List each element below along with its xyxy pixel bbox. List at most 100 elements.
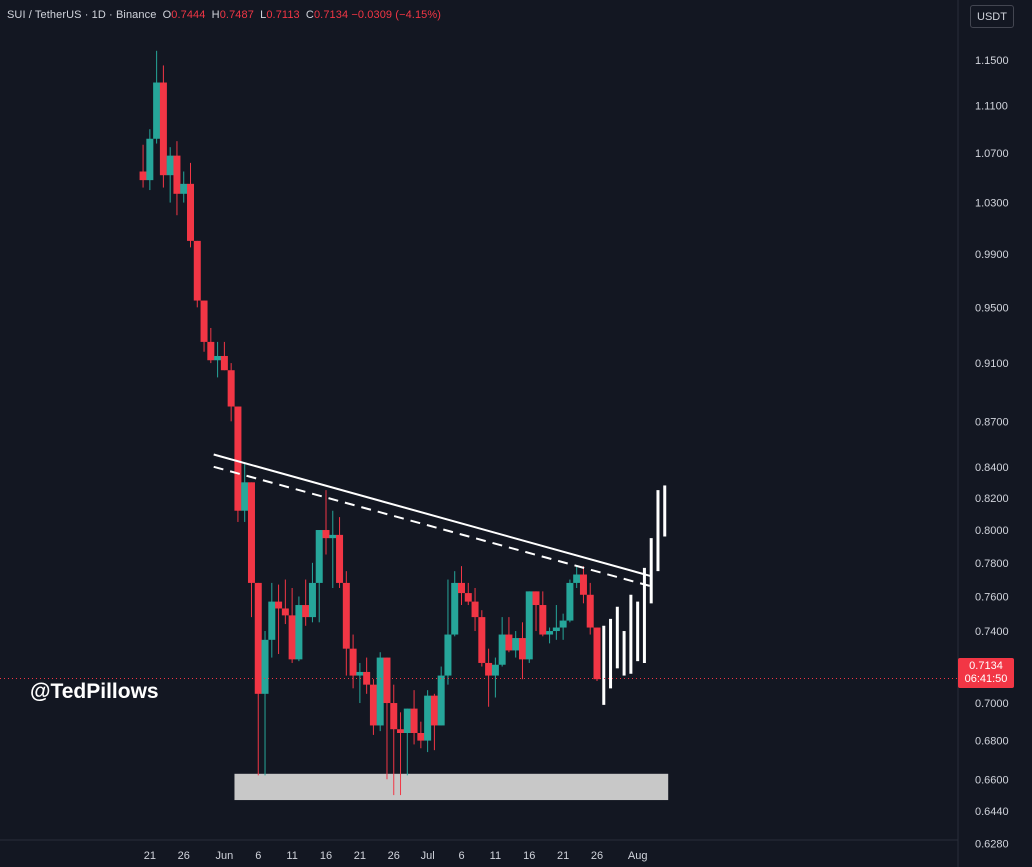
candle-up (498, 634, 506, 665)
candle-down (417, 733, 425, 741)
candle-down (322, 530, 330, 539)
time-tick-label: 26 (388, 850, 400, 862)
candle-down (471, 601, 479, 618)
candle-up (525, 591, 533, 660)
time-tick-label: 21 (354, 850, 366, 862)
candle-down (288, 615, 296, 660)
author-watermark: @TedPillows (30, 680, 159, 703)
time-tick-label: 16 (523, 850, 535, 862)
candle-down (275, 601, 283, 609)
price-tick-label: 0.7800 (975, 558, 1009, 570)
price-tick-label: 0.6600 (975, 774, 1009, 786)
price-tick-label: 0.6440 (975, 806, 1009, 818)
time-tick-label: 6 (458, 850, 464, 862)
candle-down (173, 155, 181, 194)
price-tick-label: 0.9900 (975, 249, 1009, 261)
candle-up (261, 639, 269, 694)
price-tick-label: 0.9500 (975, 302, 1009, 314)
open-value: 0.7444 (171, 9, 206, 21)
candle-down (532, 591, 540, 606)
candle-down (383, 657, 391, 704)
price-tick-label: 0.6800 (975, 736, 1009, 748)
candle-down (464, 593, 472, 602)
time-tick-label: 21 (557, 850, 569, 862)
candle-down (390, 703, 398, 730)
time-tick-label: 26 (178, 850, 190, 862)
candle-down (187, 183, 194, 241)
candle-up (566, 582, 574, 621)
candle-down (234, 406, 242, 511)
price-tick-label: 0.7600 (975, 591, 1009, 603)
candle-down (593, 627, 601, 680)
candle-down (505, 634, 513, 651)
price-tick-label: 1.0700 (975, 148, 1009, 160)
time-tick-label: Jun (216, 850, 234, 862)
candle-up (329, 534, 337, 539)
close-label: C (305, 9, 314, 21)
time-tick-label: 21 (144, 850, 156, 862)
candle-up (451, 582, 459, 635)
candle-up (424, 695, 432, 741)
candle-up (491, 664, 499, 676)
candle-down (579, 574, 587, 595)
candle-down (247, 482, 255, 583)
price-tick-label: 1.1500 (975, 55, 1009, 67)
candle-down (193, 240, 201, 301)
resistance-trendline (213, 453, 652, 578)
candle-up (376, 657, 384, 726)
candle-up (146, 138, 154, 181)
symbol-title: SUI / TetherUS · 1D · Binance (7, 9, 157, 21)
time-tick-label: Aug (628, 850, 648, 862)
candle-up (512, 638, 520, 651)
candle-up (444, 634, 452, 676)
candle-up (573, 574, 581, 583)
currency-button[interactable]: USDT (970, 5, 1014, 28)
last-price-tag: 0.7134 06:41:50 (958, 658, 1014, 688)
candle-down (254, 582, 262, 694)
countdown-timer: 06:41:50 (964, 673, 1008, 685)
candle-down (518, 638, 526, 660)
price-tick-label: 0.9100 (975, 358, 1009, 370)
candle-up (315, 530, 323, 583)
change-value: −0.0309 (−4.15%) (351, 9, 442, 21)
candle-up (403, 708, 411, 734)
support-zone (234, 773, 669, 801)
candle-down (458, 582, 465, 594)
close-value: 0.7134 (313, 9, 349, 21)
candle-down (227, 370, 235, 407)
last-price-value: 0.7134 (969, 660, 1003, 672)
candle-up (241, 482, 249, 511)
high-value: 0.7487 (219, 9, 254, 21)
candle-down (207, 341, 215, 361)
candle-up (356, 671, 364, 676)
candle-down (349, 648, 357, 676)
time-tick-label: 16 (320, 850, 332, 862)
candle-up (308, 582, 316, 618)
candle-down (410, 708, 418, 734)
candle-down (586, 594, 594, 628)
candle-up (552, 627, 560, 632)
candle-down (220, 355, 228, 371)
candle-down (342, 582, 350, 649)
open-label: O (162, 9, 172, 21)
low-label: L (260, 9, 267, 21)
price-tick-label: 1.0300 (975, 198, 1009, 210)
price-tick-label: 0.8400 (975, 462, 1009, 474)
price-tick-label: 0.6280 (975, 839, 1009, 851)
candle-down (397, 729, 405, 734)
price-tick-label: 0.8700 (975, 416, 1009, 428)
candle-up (268, 601, 276, 640)
price-tick-label: 0.7000 (975, 698, 1009, 710)
candle-down (200, 300, 208, 342)
candle-down (430, 695, 438, 726)
candle-up (166, 155, 174, 176)
time-tick-label: 11 (286, 850, 297, 862)
time-tick-label: Jul (421, 850, 435, 862)
candle-up (437, 675, 445, 726)
candle-down (363, 671, 371, 685)
price-tick-label: 0.8200 (975, 493, 1009, 505)
time-tick-label: 11 (490, 850, 501, 862)
candle-down (478, 617, 486, 663)
